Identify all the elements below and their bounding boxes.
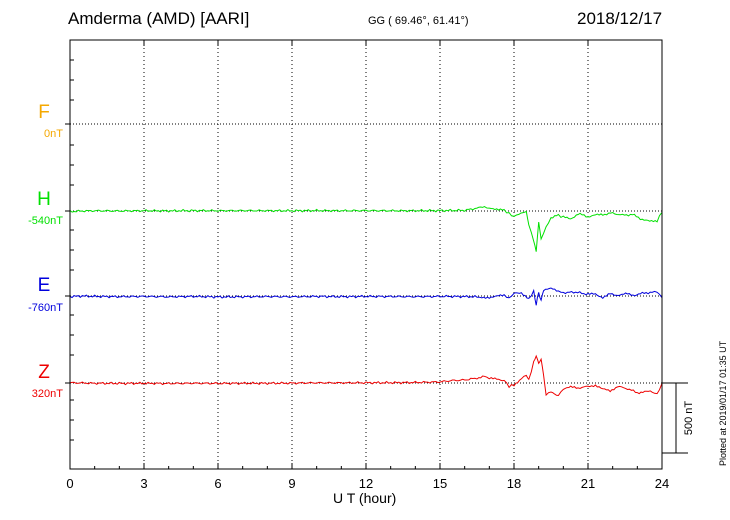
plot-date: 2018/12/17 — [577, 9, 663, 28]
station-coordinates: GG ( 69.46°, 61.41°) — [368, 15, 469, 27]
x-tick-label: 12 — [359, 476, 373, 491]
baseline-value-F: 0nT — [44, 128, 63, 140]
trace-group — [69, 206, 663, 397]
trace-Z — [69, 354, 663, 397]
x-tick-label: 9 — [288, 476, 295, 491]
x-tick-label: 3 — [140, 476, 147, 491]
x-axis-ticks: 0 3 6 9 12 15 18 21 24 — [65, 40, 669, 491]
baseline-value-H: -540nT — [28, 215, 63, 227]
x-tick-label: 6 — [214, 476, 221, 491]
baseline-value-E: -760nT — [28, 302, 63, 314]
scale-bar: 500 nT — [662, 382, 695, 454]
x-tick-label: 15 — [433, 476, 447, 491]
x-tick-label: 0 — [66, 476, 73, 491]
station-title: Amderma (AMD) [AARI] — [68, 9, 250, 28]
trace-labels: F 0nT H -540nT E -760nT Z 320nT — [28, 102, 63, 400]
x-axis-title: U T (hour) — [333, 490, 397, 506]
trace-E — [69, 287, 663, 306]
x-tick-label: 21 — [581, 476, 595, 491]
baseline-value-Z: 320nT — [32, 388, 63, 400]
grid-lines — [70, 40, 662, 469]
x-tick-label: 18 — [507, 476, 521, 491]
x-tick-label: 24 — [655, 476, 669, 491]
component-label-F: F — [38, 102, 50, 123]
component-label-Z: Z — [38, 362, 50, 383]
component-label-H: H — [37, 189, 51, 210]
trace-H — [69, 206, 663, 252]
plotted-timestamp: Plotted at 2019/01/17 01:35 UT — [718, 340, 728, 466]
component-label-E: E — [38, 275, 51, 296]
scale-bar-label: 500 nT — [683, 401, 695, 436]
